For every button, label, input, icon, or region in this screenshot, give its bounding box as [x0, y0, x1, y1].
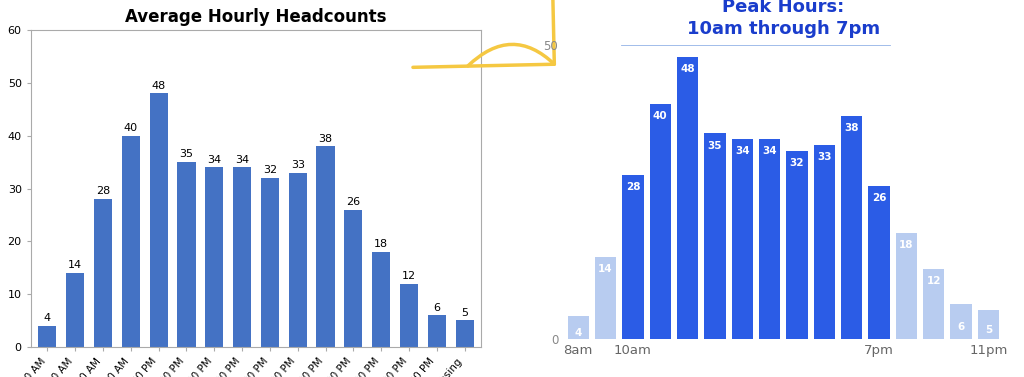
Text: 6: 6	[957, 322, 965, 332]
Text: 35: 35	[708, 141, 722, 150]
Text: 4: 4	[44, 313, 51, 323]
Bar	[344, 210, 362, 347]
Text: 32: 32	[790, 158, 804, 168]
Text: 14: 14	[598, 264, 613, 274]
Bar	[677, 57, 698, 339]
Text: 34: 34	[236, 155, 249, 165]
Bar	[623, 175, 644, 339]
Text: 34: 34	[207, 155, 221, 165]
Bar	[205, 167, 223, 347]
Text: 48: 48	[680, 64, 695, 74]
Bar	[786, 151, 808, 339]
Text: 18: 18	[899, 241, 913, 250]
Text: 18: 18	[374, 239, 388, 249]
Text: 26: 26	[871, 193, 887, 204]
Text: 6: 6	[433, 302, 440, 313]
FancyArrowPatch shape	[413, 0, 554, 67]
Title: Peak Hours:
10am through 7pm: Peak Hours: 10am through 7pm	[687, 0, 880, 38]
Text: 33: 33	[291, 160, 305, 170]
Bar	[289, 173, 307, 347]
Bar	[896, 233, 918, 339]
Text: 38: 38	[845, 123, 859, 133]
Title: Average Hourly Headcounts: Average Hourly Headcounts	[125, 8, 387, 26]
Bar	[732, 139, 753, 339]
Text: 40: 40	[653, 111, 668, 121]
Bar	[233, 167, 251, 347]
Text: 4: 4	[574, 328, 582, 337]
Bar	[456, 320, 474, 347]
Text: 40: 40	[124, 123, 138, 133]
Bar	[978, 310, 999, 339]
Bar	[316, 146, 335, 347]
Bar	[950, 304, 972, 339]
Bar	[814, 145, 835, 339]
Text: 26: 26	[346, 197, 360, 207]
Bar	[705, 133, 726, 339]
Text: 32: 32	[263, 165, 276, 175]
Bar	[567, 316, 589, 339]
Bar	[67, 273, 84, 347]
Bar	[841, 116, 862, 339]
Text: 12: 12	[401, 271, 416, 281]
Bar	[122, 136, 140, 347]
Bar	[649, 104, 671, 339]
Text: 28: 28	[96, 186, 111, 196]
Text: 5: 5	[985, 325, 992, 335]
Text: 12: 12	[927, 276, 941, 286]
Bar	[261, 178, 279, 347]
Bar	[923, 269, 944, 339]
Bar	[372, 252, 390, 347]
Text: 34: 34	[763, 146, 777, 156]
Text: 38: 38	[318, 133, 333, 144]
Text: 5: 5	[461, 308, 468, 318]
Bar	[400, 284, 418, 347]
Text: 14: 14	[69, 260, 82, 270]
Text: 48: 48	[152, 81, 166, 91]
Bar	[759, 139, 780, 339]
Text: 35: 35	[179, 149, 194, 159]
Text: 28: 28	[626, 182, 640, 192]
Bar	[428, 315, 445, 347]
Bar	[38, 326, 56, 347]
Text: 33: 33	[817, 152, 831, 162]
Bar	[94, 199, 112, 347]
Bar	[595, 257, 616, 339]
Text: 34: 34	[735, 146, 750, 156]
Bar	[150, 93, 168, 347]
Bar	[177, 162, 196, 347]
Bar	[868, 186, 890, 339]
